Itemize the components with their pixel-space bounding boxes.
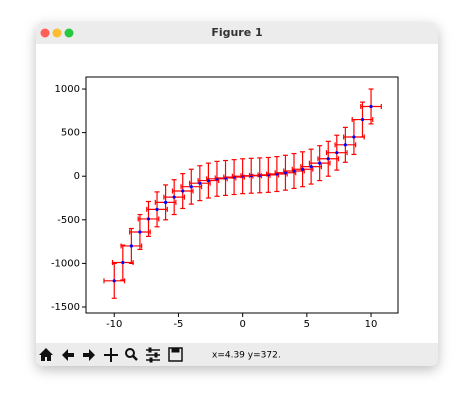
window xyxy=(36,22,438,366)
point xyxy=(352,135,356,139)
y-tick-label: -1000 xyxy=(51,258,80,269)
close-button[interactable] xyxy=(40,28,50,38)
x-tick-label: 10 xyxy=(365,319,378,330)
save-button[interactable] xyxy=(168,347,183,362)
point xyxy=(206,178,210,183)
x-tick-label: -10 xyxy=(106,319,122,330)
point xyxy=(318,161,322,165)
forward-button[interactable] xyxy=(83,349,95,361)
point xyxy=(189,185,193,189)
minimize-button[interactable] xyxy=(52,28,62,38)
title-bar xyxy=(36,22,438,44)
home-button[interactable] xyxy=(39,348,53,361)
point xyxy=(138,230,142,234)
point xyxy=(369,104,373,109)
point xyxy=(172,195,176,199)
axes-frame xyxy=(85,76,399,314)
point xyxy=(146,217,151,221)
point xyxy=(129,244,133,248)
y-tick-label: -500 xyxy=(57,215,80,226)
point xyxy=(309,165,313,169)
x-tick-label: -5 xyxy=(173,319,183,330)
point xyxy=(283,171,288,175)
point xyxy=(335,151,339,155)
x-tick-label: 5 xyxy=(304,319,310,330)
configure-button[interactable] xyxy=(146,347,160,363)
y-tick-label: -1500 xyxy=(51,302,80,313)
window-title: Figure 1 xyxy=(211,26,262,39)
status-text: x=4.39 y=372. xyxy=(212,351,281,361)
point xyxy=(360,117,365,122)
point xyxy=(181,189,185,193)
back-button[interactable] xyxy=(62,349,74,361)
y-tick-label: 500 xyxy=(61,128,80,139)
point xyxy=(112,279,116,283)
point xyxy=(121,260,125,265)
point xyxy=(164,200,168,204)
y-tick-label: 1000 xyxy=(55,84,80,95)
y-tick-label: 0 xyxy=(74,171,80,182)
zoom-tool-button[interactable] xyxy=(125,348,138,361)
toolbar-icons xyxy=(39,347,183,363)
point xyxy=(155,207,159,211)
point xyxy=(292,169,296,173)
point xyxy=(343,143,347,147)
point xyxy=(198,181,202,185)
pan-button[interactable] xyxy=(104,348,118,362)
point xyxy=(300,167,305,171)
x-tick-label: 0 xyxy=(239,319,245,330)
point xyxy=(326,157,330,161)
zoom-button[interactable] xyxy=(64,28,74,38)
